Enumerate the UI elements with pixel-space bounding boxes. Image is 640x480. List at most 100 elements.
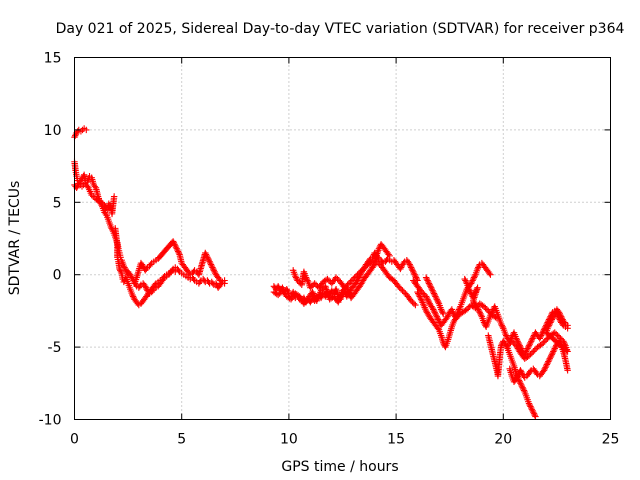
data-point [561, 319, 568, 326]
data-point [435, 317, 443, 325]
data-point [412, 274, 420, 281]
data-point [544, 359, 551, 367]
data-point [309, 290, 317, 297]
data-point [557, 335, 564, 342]
data-point [425, 278, 432, 286]
data-point [526, 341, 533, 348]
data-point [430, 288, 437, 296]
data-point [292, 272, 299, 280]
data-point [435, 299, 442, 306]
data-point [397, 265, 404, 273]
data-point [470, 274, 478, 281]
data-point [348, 277, 355, 284]
data-point [474, 265, 481, 273]
x-tick-label: 25 [602, 432, 620, 448]
data-point [516, 378, 523, 386]
data-point [538, 341, 546, 348]
data-point [212, 280, 220, 287]
data-point [444, 313, 451, 320]
data-point [172, 243, 180, 251]
data-point [203, 252, 210, 260]
data-point [520, 387, 528, 394]
data-point [354, 277, 361, 284]
data-point [409, 267, 416, 274]
data-point [302, 274, 310, 281]
data-point [525, 352, 533, 359]
data-point [160, 275, 167, 283]
data-point [530, 409, 537, 416]
data-point [528, 349, 536, 357]
data-point [512, 335, 520, 342]
data-point [549, 349, 556, 357]
data-point [415, 291, 423, 299]
data-point [202, 249, 209, 257]
data-point [207, 261, 215, 268]
data-point [432, 293, 439, 300]
data-point [487, 271, 494, 278]
data-point [429, 287, 436, 294]
data-point [462, 277, 469, 284]
data-point [274, 291, 282, 299]
data-point [564, 367, 571, 374]
x-tick-label: 5 [177, 432, 186, 448]
data-point [547, 354, 554, 361]
data-point [524, 345, 531, 352]
data-point [537, 332, 545, 339]
data-point [345, 280, 353, 287]
data-point [531, 411, 538, 419]
data-point [396, 284, 403, 291]
data-point [502, 330, 509, 338]
data-point [435, 316, 442, 323]
data-point [399, 287, 406, 294]
data-point [554, 332, 561, 339]
data-point [427, 283, 434, 290]
data-point [522, 348, 530, 355]
data-point [375, 259, 382, 267]
data-point [91, 183, 99, 190]
data-point [83, 126, 90, 134]
data-point [475, 306, 482, 313]
data-point [542, 336, 550, 344]
data-point [548, 351, 556, 358]
data-point [412, 272, 419, 280]
data-point [174, 246, 181, 254]
data-point [529, 407, 536, 415]
data-point [385, 251, 392, 258]
data-point [206, 258, 213, 265]
data-point [437, 306, 445, 313]
data-point [514, 372, 521, 380]
data-point [519, 384, 526, 391]
data-point [129, 291, 136, 299]
data-point [204, 255, 212, 262]
data-point [332, 274, 340, 281]
data-point [440, 310, 447, 317]
data-point [483, 306, 491, 313]
data-point [208, 262, 215, 270]
data-point [175, 267, 182, 274]
data-point [431, 309, 438, 316]
data-point [504, 342, 511, 349]
data-point [465, 285, 473, 293]
data-point [474, 304, 481, 312]
data-point [344, 281, 351, 289]
data-point [482, 304, 489, 312]
data-point [517, 368, 525, 375]
data-point [190, 275, 197, 283]
data-point [487, 310, 495, 317]
data-point [72, 132, 79, 139]
data-point [173, 245, 180, 252]
data-point [425, 280, 433, 287]
data-point [470, 297, 477, 304]
data-point [355, 270, 363, 277]
data-point [309, 288, 316, 296]
y-tick-label: 15 [44, 51, 62, 67]
data-point [463, 306, 471, 313]
data-point [545, 322, 553, 329]
data-point [438, 307, 446, 315]
data-point [170, 239, 178, 247]
data-point [552, 343, 559, 351]
data-point [84, 183, 91, 190]
data-point [497, 320, 505, 328]
data-point [530, 333, 537, 341]
data-point [429, 304, 436, 312]
